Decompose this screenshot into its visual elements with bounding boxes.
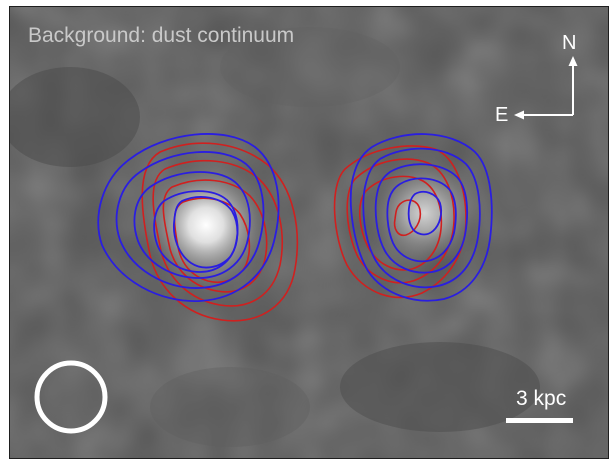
background-label: Background: dust continuum — [28, 24, 295, 47]
scale-bar-label: 3 kpc — [516, 387, 567, 410]
scale-bar — [506, 418, 573, 423]
north-arrowhead-icon — [568, 56, 578, 66]
east-label: E — [495, 104, 509, 126]
blue-contours-left — [97, 133, 280, 302]
east-arrowhead-icon — [514, 110, 524, 120]
astronomy-image-panel: Background: dust continuum N E 3 kpc — [9, 6, 609, 459]
image-canvas — [10, 7, 608, 458]
north-label: N — [562, 32, 577, 54]
compass — [514, 56, 578, 120]
blue-contours-right — [349, 133, 493, 302]
beam-ellipse-icon — [34, 360, 108, 434]
